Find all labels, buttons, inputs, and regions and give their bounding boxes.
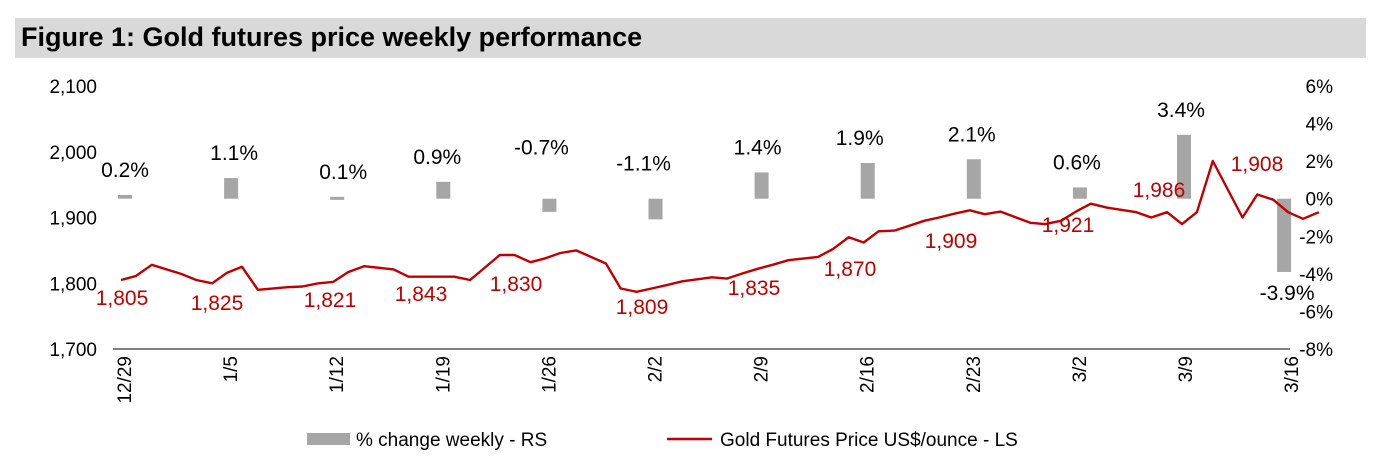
bar-label: 2.1% [948, 123, 996, 146]
bar-week-2-23 [966, 159, 981, 199]
right-tick-label: -2% [1299, 227, 1333, 248]
price-label: 1,909 [925, 230, 978, 253]
left-axis-ticks: 1,700 1,800 1,900 2,000 2,100 [49, 77, 97, 361]
right-tick-label: -4% [1299, 265, 1333, 286]
price-label: 1,835 [728, 277, 781, 300]
bar-label: -0.7% [514, 137, 569, 160]
x-tick-label: 3/2 [1070, 356, 1091, 382]
title-bar: Figure 1: Gold futures price weekly perf… [15, 18, 1366, 58]
bar-label: 1.4% [734, 136, 782, 159]
bar-label: 0.1% [319, 161, 367, 184]
x-tick-label: 3/16 [1282, 356, 1303, 393]
left-tick-label: 1,900 [49, 209, 97, 230]
price-label: 1,830 [490, 273, 543, 296]
bar-week-2-9 [754, 172, 769, 199]
right-tick-label: -8% [1299, 340, 1333, 361]
bar-label: 1.1% [210, 142, 258, 165]
x-tick-label: 1/26 [539, 356, 560, 393]
bar-label: 0.2% [101, 159, 149, 182]
price-label: 1,825 [191, 292, 244, 315]
bar-week-1-12 [330, 196, 345, 200]
x-tick-label: 2/9 [752, 356, 773, 382]
price-label: 1,986 [1133, 179, 1186, 202]
right-tick-label: -6% [1299, 302, 1333, 323]
x-tick-label: 1/12 [327, 356, 348, 393]
legend: % change weekly - RS Gold Futures Price … [307, 430, 1018, 451]
right-tick-label: 6% [1306, 77, 1334, 98]
bar-series [118, 134, 1292, 272]
price-label: 1,908 [1231, 153, 1284, 176]
price-label: 1,809 [616, 296, 669, 319]
x-tick-label: 3/9 [1176, 356, 1197, 382]
bar-label: -3.9% [1260, 282, 1315, 305]
x-tick-label: 2/16 [858, 356, 879, 393]
bar-week-1-19 [436, 181, 451, 199]
right-tick-label: 2% [1306, 152, 1334, 173]
bar-week-3-9 [1177, 134, 1191, 199]
left-tick-label: 1,700 [49, 340, 97, 361]
left-tick-label: 2,000 [49, 143, 97, 164]
price-data-labels: 1,805 1,825 1,821 1,843 1,830 1,809 1,835 1,870… [96, 153, 1284, 319]
price-label: 1,805 [96, 287, 149, 310]
x-tick-label: 1/19 [433, 356, 454, 393]
bar-week-2-2 [648, 198, 663, 220]
legend-line-label: Gold Futures Price US$/ounce - LS [720, 430, 1018, 451]
chart-title: Figure 1: Gold futures price weekly perf… [21, 22, 643, 52]
x-tick-label: 1/5 [221, 356, 242, 382]
price-line [120, 159, 1320, 293]
bar-label: 3.4% [1157, 99, 1205, 122]
bar-week-2-16 [860, 163, 875, 199]
x-tick-label: 2/2 [646, 356, 667, 382]
bar-data-labels: 0.2% 1.1% 0.1% 0.9% -0.7% -1.1% 1.4% 1.9% 2.1% 0.… [101, 99, 1314, 305]
right-tick-label: 0% [1306, 190, 1334, 211]
bar-week-1-5 [224, 178, 239, 199]
bar-week-3-2 [1072, 187, 1087, 199]
x-tick-label: 12/29 [115, 356, 136, 404]
bar-label: 0.6% [1053, 151, 1101, 174]
left-tick-label: 2,100 [49, 77, 97, 98]
bar-label: 1.9% [836, 127, 884, 150]
bar-week-12-29 [118, 194, 132, 199]
price-label: 1,843 [395, 283, 448, 306]
bar-week-3-16 [1277, 198, 1292, 272]
left-tick-label: 1,800 [49, 274, 97, 295]
right-axis-ticks: -8% -6% -4% -2% 0% 2% 4% 6% [1299, 77, 1333, 361]
right-tick-label: 4% [1306, 115, 1334, 136]
legend-bar-label: % change weekly - RS [356, 430, 547, 451]
x-tick-label: 2/23 [964, 356, 985, 393]
bar-label: -1.1% [616, 153, 671, 176]
legend-bar-swatch [307, 433, 350, 445]
price-label: 1,921 [1042, 214, 1095, 237]
x-axis-tick-labels: 12/29 1/5 1/12 1/19 1/26 2/2 2/9 2/16 2/23 3/2 3/9… [115, 356, 1303, 404]
price-label: 1,870 [824, 258, 877, 281]
bar-label: 0.9% [413, 146, 461, 169]
bar-week-1-26 [542, 198, 557, 212]
price-label: 1,821 [304, 289, 357, 312]
